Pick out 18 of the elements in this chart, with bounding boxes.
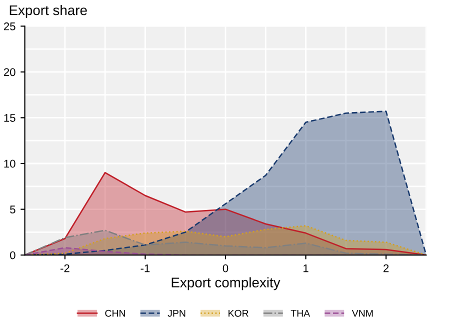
legend-label: VNM [352,310,373,317]
legend-label: CHN [105,310,125,317]
legend-label: KOR [228,310,248,317]
y-tick-label: 0 [10,251,16,260]
x-axis-title: Export complexity [172,277,280,290]
chart-title: Export share [10,4,87,18]
y-tick-label: 10 [4,160,16,168]
x-tick-label: -2 [60,264,70,272]
y-tick-label: 5 [10,206,16,214]
y-tick-label: 15 [4,114,16,122]
y-tick-label: 20 [4,68,16,76]
x-tick-label: 1 [304,264,308,272]
legend-label: THA [290,310,310,317]
y-tick-label: 25 [4,22,16,30]
x-tick-label: -1 [140,264,150,272]
legend-label: JPN [168,310,186,317]
x-tick-label: 0 [222,264,228,272]
x-tick-label: 2 [384,264,389,272]
